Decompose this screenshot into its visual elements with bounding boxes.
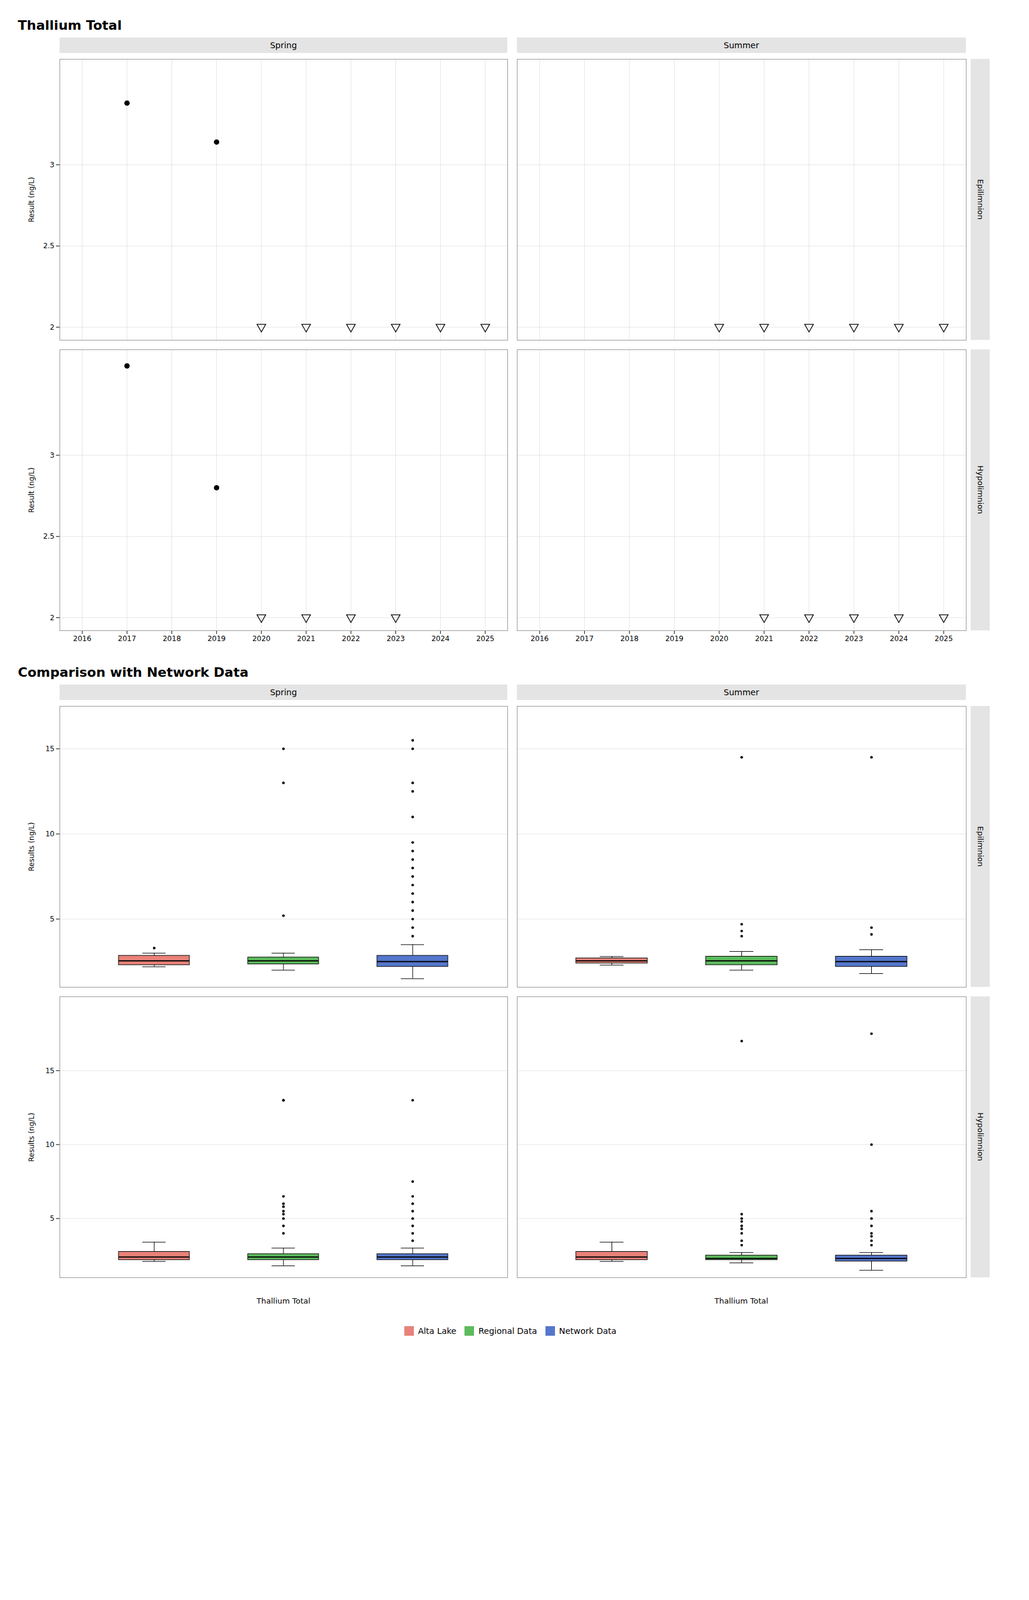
svg-text:2024: 2024 [889, 634, 909, 644]
html-text:Hypolimnion: Hypolimnion [975, 1113, 985, 1162]
svg-text:Result (ng/L): Result (ng/L) [27, 467, 36, 513]
svg-text:15: 15 [45, 1067, 55, 1076]
html-text:Thallium Total: Thallium Total [256, 1296, 311, 1306]
svg-text:2020: 2020 [710, 634, 729, 644]
html-text:Hypolimnion: Hypolimnion [975, 465, 985, 515]
html-text:Spring: Spring [269, 40, 297, 51]
html-text:Epilimnion: Epilimnion [975, 826, 985, 868]
svg-text:2022: 2022 [799, 634, 819, 644]
svg-text:2021: 2021 [297, 634, 316, 644]
svg-text:2016: 2016 [530, 634, 550, 644]
svg-text:2018: 2018 [162, 634, 182, 644]
svg-text:2020: 2020 [252, 634, 271, 644]
html-text:Spring: Spring [269, 687, 297, 698]
svg-text:2018: 2018 [620, 634, 639, 644]
svg-text:2: 2 [50, 323, 55, 332]
svg-text:2017: 2017 [117, 634, 137, 644]
svg-text:Results (ng/L): Results (ng/L) [27, 1112, 36, 1162]
html-text:Summer: Summer [723, 687, 760, 698]
svg-text:5: 5 [50, 915, 55, 924]
svg-text:2023: 2023 [844, 634, 864, 644]
svg-text:2021: 2021 [755, 634, 774, 644]
html-text:Summer: Summer [723, 40, 760, 51]
svg-text:Results (ng/L): Results (ng/L) [27, 822, 36, 872]
svg-text:2025: 2025 [476, 634, 495, 644]
html-text:Epilimnion: Epilimnion [975, 179, 985, 220]
svg-text:3: 3 [50, 160, 55, 170]
svg-text:3: 3 [50, 451, 55, 460]
html-text:Alta Lake: Alta Lake [417, 1326, 457, 1336]
svg-text:2.5: 2.5 [42, 241, 55, 251]
svg-text:10: 10 [45, 1140, 55, 1150]
svg-text:10: 10 [45, 830, 55, 839]
svg-text:2.5: 2.5 [42, 532, 55, 541]
svg-text:5: 5 [50, 1214, 55, 1224]
svg-text:15: 15 [45, 744, 55, 754]
svg-text:2025: 2025 [934, 634, 954, 644]
svg-text:2: 2 [50, 613, 55, 623]
html-text:Thallium Total: Thallium Total [17, 17, 122, 33]
svg-text:2022: 2022 [341, 634, 361, 644]
html-text:Thallium Total: Thallium Total [714, 1296, 769, 1306]
svg-text:2019: 2019 [665, 634, 684, 644]
svg-text:2017: 2017 [575, 634, 594, 644]
html-text:Network Data: Network Data [559, 1326, 617, 1336]
svg-text:2023: 2023 [386, 634, 405, 644]
html-text:Regional Data: Regional Data [478, 1326, 538, 1336]
html-text:Comparison with Network Data: Comparison with Network Data [17, 665, 249, 681]
svg-text:2024: 2024 [431, 634, 450, 644]
svg-text:2019: 2019 [207, 634, 226, 644]
svg-text:2016: 2016 [73, 634, 92, 644]
svg-text:Result (ng/L): Result (ng/L) [27, 176, 36, 223]
